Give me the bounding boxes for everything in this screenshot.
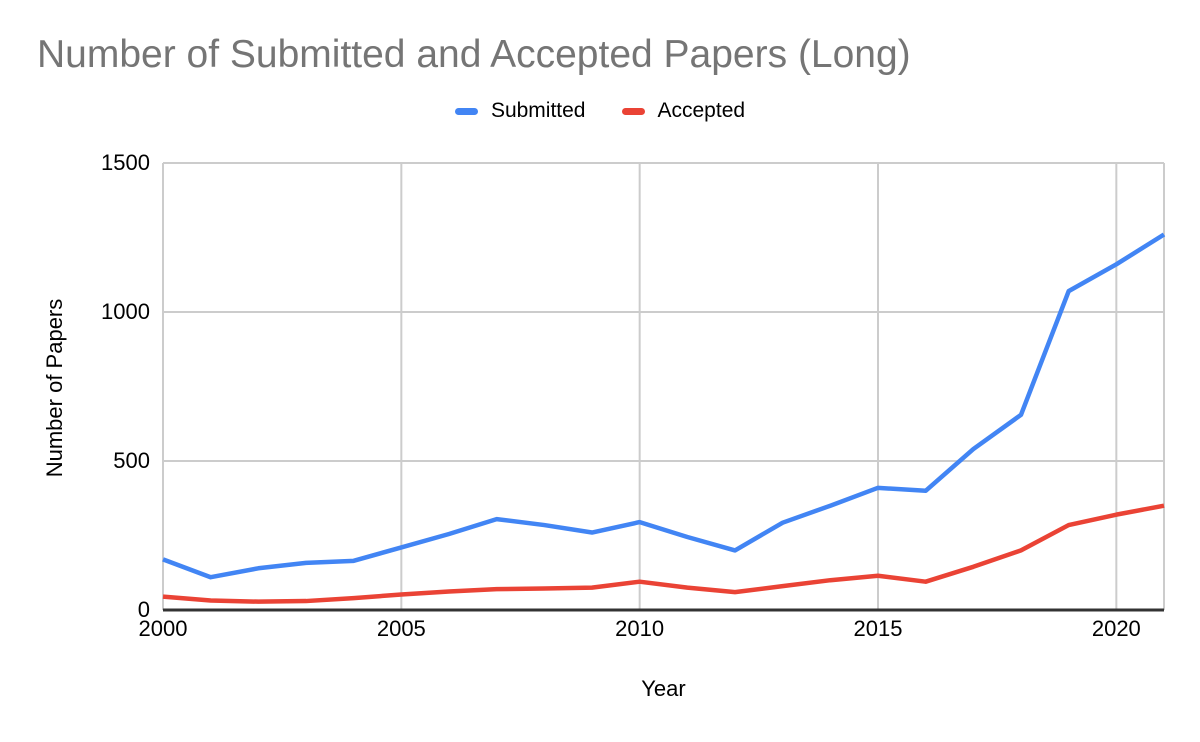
y-tick-label: 1000 [101,299,150,324]
legend-item-accepted: Accepted [621,99,746,123]
chart-title: Number of Submitted and Accepted Papers … [37,33,911,76]
x-tick-label: 2005 [376,616,426,641]
x-tick-label: 2020 [1091,616,1141,641]
x-axis-title: Year [641,676,686,701]
legend-label: Submitted [490,99,586,122]
y-tick-label: 0 [137,597,150,622]
legend-swatch-submitted [454,107,478,115]
y-tick-label: 1500 [101,150,150,175]
series-line-accepted [162,503,1165,604]
x-tick-label: 2010 [615,616,665,641]
series-line-submitted [162,232,1166,580]
x-tick-label: 2000 [138,616,188,641]
legend-label: Accepted [657,99,746,122]
legend-item-submitted: Submitted [454,99,586,123]
legend-swatch-accepted [621,107,645,115]
chart-legend: Submitted Accepted [0,99,1200,123]
x-tick-label: 2015 [853,616,903,641]
y-tick-label: 500 [113,448,150,473]
